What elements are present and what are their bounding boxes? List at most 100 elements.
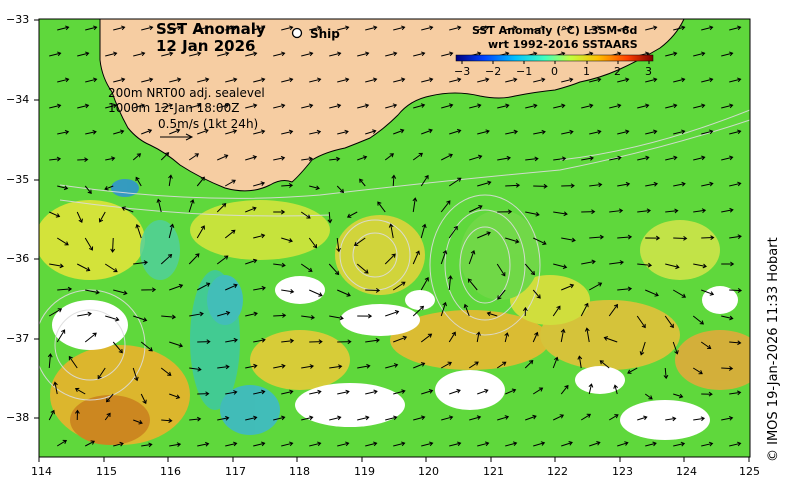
current-arrow — [168, 174, 173, 187]
current-arrow — [412, 305, 425, 317]
current-arrow — [337, 389, 350, 395]
current-arrow — [729, 390, 742, 396]
current-arrow — [327, 211, 333, 224]
current-arrow — [486, 311, 498, 317]
current-arrow — [141, 128, 153, 135]
current-arrow — [57, 286, 73, 292]
current-arrow — [673, 77, 686, 83]
annotation-depth-200: 200m NRT00 adj. sealevel — [108, 86, 265, 100]
current-arrow — [609, 103, 622, 109]
current-arrow — [420, 223, 427, 239]
current-arrow — [56, 439, 68, 447]
current-arrow — [477, 231, 491, 239]
current-arrow — [49, 211, 61, 218]
current-arrow — [196, 225, 205, 239]
current-arrow — [448, 177, 462, 187]
current-arrow — [552, 356, 559, 369]
current-arrow — [413, 51, 426, 57]
current-arrow — [729, 234, 742, 240]
current-arrow — [617, 25, 630, 31]
current-arrow — [721, 366, 734, 371]
current-arrow — [665, 51, 678, 57]
current-arrow — [497, 415, 510, 421]
current-arrow — [132, 153, 142, 161]
current-arrow — [356, 263, 369, 274]
current-arrow — [581, 155, 594, 161]
current-arrow — [188, 153, 200, 161]
australia-land — [99, 19, 685, 192]
current-arrow — [48, 308, 63, 317]
current-arrow — [496, 361, 507, 369]
current-arrow — [577, 355, 583, 369]
current-arrow — [645, 77, 658, 83]
current-arrow — [161, 418, 173, 424]
current-arrow — [673, 235, 688, 241]
colorbar-tick-label: 2 — [614, 65, 621, 78]
current-arrow — [217, 51, 230, 57]
current-arrow — [497, 155, 511, 161]
current-arrow — [497, 209, 513, 215]
y-tick-label: −38 — [6, 411, 30, 424]
current-arrow — [608, 303, 618, 317]
x-tick-label: 125 — [739, 465, 760, 478]
current-arrow — [467, 278, 478, 291]
current-arrow — [441, 103, 454, 109]
current-arrow — [665, 155, 678, 161]
current-arrow — [701, 25, 714, 31]
current-arrow — [47, 353, 53, 369]
current-arrow — [253, 337, 266, 343]
current-arrow — [560, 328, 566, 343]
current-arrow — [141, 287, 157, 293]
current-arrow — [245, 363, 258, 369]
y-tick-label: −33 — [6, 13, 30, 26]
current-arrow — [301, 156, 313, 162]
current-arrow — [673, 393, 684, 399]
current-arrow — [477, 388, 489, 395]
current-arrow — [448, 225, 458, 239]
current-arrow — [589, 182, 603, 188]
current-arrow — [561, 441, 573, 447]
current-arrow — [665, 263, 680, 270]
x-tick-label: 114 — [31, 465, 52, 478]
current-arrow — [477, 25, 490, 31]
current-arrow — [141, 25, 154, 31]
current-arrow — [589, 77, 602, 83]
map-area — [39, 19, 750, 457]
current-arrow — [420, 277, 429, 291]
current-arrow — [693, 416, 706, 422]
current-arrow — [225, 129, 238, 135]
current-arrow — [281, 389, 294, 395]
current-arrow — [84, 185, 92, 194]
current-arrow — [281, 129, 294, 135]
current-arrow — [133, 260, 149, 265]
current-arrow — [224, 179, 236, 187]
current-arrow — [253, 285, 266, 291]
x-tick-label: 116 — [160, 465, 181, 478]
current-arrow — [505, 182, 521, 188]
y-tick-label: −34 — [6, 93, 30, 106]
current-arrow — [553, 211, 568, 217]
current-arrow — [189, 416, 202, 422]
current-arrow — [281, 338, 295, 344]
current-arrow — [245, 258, 258, 265]
current-arrow — [328, 263, 340, 276]
current-arrow — [497, 289, 506, 300]
current-arrow — [346, 211, 358, 218]
current-arrow — [160, 253, 173, 265]
current-arrow — [412, 152, 423, 161]
current-arrow — [441, 153, 453, 161]
no-data-areas — [52, 276, 738, 440]
current-arrow — [273, 209, 286, 215]
current-arrow — [357, 155, 368, 161]
current-arrow — [469, 204, 483, 213]
current-arrow — [603, 336, 618, 343]
current-arrow — [700, 341, 712, 349]
current-arrow — [421, 77, 434, 83]
colorbar-tick-label: 3 — [645, 65, 652, 78]
current-arrow — [168, 223, 175, 239]
current-arrow — [85, 129, 97, 135]
current-arrow — [188, 253, 200, 265]
current-arrow — [197, 391, 210, 397]
current-arrow — [525, 156, 539, 162]
current-arrow — [329, 415, 342, 421]
